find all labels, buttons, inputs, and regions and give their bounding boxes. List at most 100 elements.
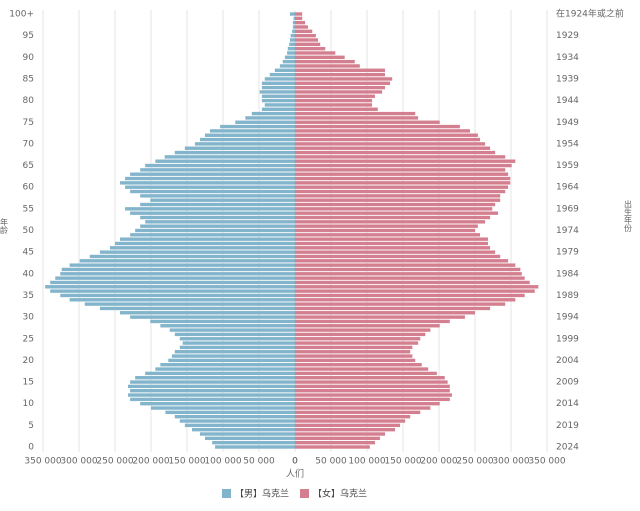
bar xyxy=(295,289,535,293)
bar xyxy=(295,111,416,116)
bar xyxy=(295,267,521,272)
bar xyxy=(295,389,450,393)
bar xyxy=(295,20,306,25)
bar xyxy=(125,185,295,189)
bar xyxy=(295,103,373,107)
bar xyxy=(295,367,429,371)
bar xyxy=(295,168,506,172)
bar xyxy=(295,276,525,280)
bar xyxy=(295,55,345,59)
bar xyxy=(295,142,486,146)
bar xyxy=(295,215,491,220)
bar xyxy=(295,172,509,176)
bar xyxy=(194,142,295,146)
bar xyxy=(295,81,391,85)
y-tick-label: 45 xyxy=(23,248,34,258)
y2-tick-label: 2009 xyxy=(556,378,579,388)
bar xyxy=(55,276,295,280)
bar xyxy=(295,445,370,449)
bar xyxy=(295,358,416,363)
bar xyxy=(295,29,313,34)
bar xyxy=(290,33,295,38)
bar xyxy=(292,20,295,25)
y-tick-label: 85 xyxy=(23,74,34,84)
bar xyxy=(179,345,295,350)
y-tick-label: 65 xyxy=(23,161,34,171)
bar xyxy=(295,176,511,181)
y2-tick-label: 1939 xyxy=(556,74,579,84)
bar xyxy=(287,51,295,55)
bar xyxy=(140,402,295,406)
bar xyxy=(295,94,375,98)
bar xyxy=(295,124,460,129)
x-tick-label: 200 000 xyxy=(132,457,169,467)
bar xyxy=(295,194,501,198)
bar xyxy=(295,77,393,81)
bar xyxy=(295,311,475,315)
y-axis-title: 年龄 xyxy=(0,217,9,235)
bar xyxy=(130,380,295,384)
bar xyxy=(130,189,295,194)
bar xyxy=(184,146,295,150)
bar xyxy=(259,90,295,94)
legend-swatch xyxy=(300,489,309,498)
bar xyxy=(295,185,509,189)
bar xyxy=(295,328,431,332)
bar xyxy=(295,90,383,94)
x-tick-label: 150 000 xyxy=(168,457,205,467)
bar xyxy=(289,12,295,16)
y2-tick-label: 在1924年或之前 xyxy=(556,8,624,20)
bar xyxy=(140,224,295,228)
y2-tick-label: 1934 xyxy=(556,53,579,63)
bar xyxy=(295,237,488,241)
bar xyxy=(89,254,295,259)
bar xyxy=(295,220,486,224)
bar xyxy=(84,302,295,306)
x-tick-label: 300 000 xyxy=(60,457,97,467)
x-tick-label: 350 000 xyxy=(24,457,61,467)
bar xyxy=(295,341,419,345)
bar xyxy=(295,72,385,77)
bar xyxy=(160,363,295,367)
bar xyxy=(295,354,413,358)
bar xyxy=(295,345,413,350)
bar xyxy=(210,129,295,133)
bar xyxy=(295,33,316,38)
bar xyxy=(295,64,360,68)
bar xyxy=(295,98,373,103)
bar xyxy=(295,427,396,432)
bar xyxy=(295,211,499,215)
y-tick-label: 60 xyxy=(23,183,35,193)
bar xyxy=(295,272,522,276)
bar xyxy=(295,241,488,246)
bar xyxy=(295,397,450,402)
y2-tick-label: 1959 xyxy=(556,161,579,171)
bar xyxy=(282,59,295,64)
bar xyxy=(130,172,295,176)
y2-tick-label: 1954 xyxy=(556,139,579,149)
bar xyxy=(295,150,496,155)
y2-tick-label: 1964 xyxy=(556,183,579,193)
bar xyxy=(251,111,295,116)
bar xyxy=(287,46,295,51)
bar xyxy=(295,254,501,259)
bar xyxy=(295,163,512,168)
bar xyxy=(295,146,491,150)
x-tick-label: 100 000 xyxy=(348,457,385,467)
y2-tick-label: 1989 xyxy=(556,291,579,301)
bar xyxy=(150,198,295,202)
bar xyxy=(295,393,452,397)
bar xyxy=(289,38,295,42)
y-tick-label: 25 xyxy=(23,334,34,344)
bar xyxy=(295,129,470,133)
bar xyxy=(295,246,491,250)
y-tick-label: 35 xyxy=(23,291,34,301)
bar xyxy=(150,319,295,324)
y-tick-label: 20 xyxy=(23,356,35,366)
bar xyxy=(261,98,295,103)
bar xyxy=(140,168,295,172)
bar xyxy=(284,55,295,59)
y-tick-label: 40 xyxy=(23,269,35,279)
bar xyxy=(168,358,295,363)
bar xyxy=(295,410,421,415)
